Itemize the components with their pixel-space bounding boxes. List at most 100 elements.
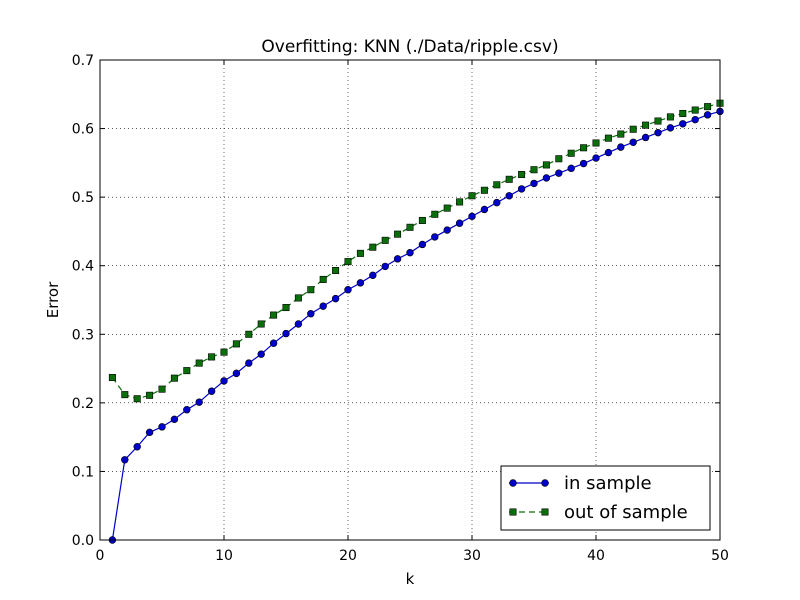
data-point xyxy=(592,154,600,162)
data-point xyxy=(617,130,625,138)
data-point xyxy=(579,159,588,168)
data-point xyxy=(294,294,302,302)
data-point xyxy=(580,144,588,152)
series-line-out-of-sample xyxy=(111,102,721,400)
y-axis-label: Error xyxy=(44,281,62,318)
data-point xyxy=(394,230,402,238)
data-point xyxy=(456,198,464,206)
data-point xyxy=(604,134,612,142)
data-point xyxy=(592,139,600,147)
data-point xyxy=(641,133,650,142)
data-point xyxy=(542,161,550,169)
data-point xyxy=(133,443,141,451)
data-point xyxy=(505,175,513,183)
axis-ticks: 0 10 20 30 40 50 0.0 0.1 0.2 0.3 0.4 0.5 0.6 0.7 xyxy=(72,53,729,564)
data-point xyxy=(158,423,166,431)
data-point xyxy=(431,233,439,241)
legend-marker xyxy=(509,479,517,487)
data-point xyxy=(418,216,426,224)
data-point xyxy=(604,148,613,157)
data-point xyxy=(480,205,489,214)
data-point xyxy=(245,330,253,338)
data-point xyxy=(517,185,526,193)
data-point xyxy=(381,262,389,271)
data-point xyxy=(679,120,687,128)
data-point xyxy=(468,212,476,221)
x-axis-label: k xyxy=(406,570,415,588)
data-point xyxy=(530,166,538,174)
data-point xyxy=(146,391,154,399)
legend-label: in sample xyxy=(564,473,652,494)
data-point xyxy=(232,340,240,348)
data-point xyxy=(170,374,178,382)
data-point xyxy=(356,249,364,257)
data-point xyxy=(468,192,476,200)
data-point xyxy=(269,339,278,347)
data-point xyxy=(183,406,191,414)
x-tick-label: 30 xyxy=(463,548,481,564)
data-point xyxy=(654,128,662,137)
data-point xyxy=(518,171,526,179)
data-point xyxy=(542,174,551,182)
data-point xyxy=(356,279,365,287)
data-point xyxy=(629,138,637,146)
data-point xyxy=(629,125,637,133)
data-point xyxy=(691,106,699,114)
data-point xyxy=(344,286,352,294)
y-tick-label: 0.7 xyxy=(72,53,94,69)
data-point xyxy=(220,377,228,385)
data-point xyxy=(493,198,501,207)
data-point xyxy=(282,304,290,312)
data-point xyxy=(530,179,538,188)
data-point xyxy=(307,286,315,294)
data-point xyxy=(307,310,315,318)
y-tick-label: 0.4 xyxy=(72,259,94,275)
data-point xyxy=(418,240,427,249)
x-tick-label: 40 xyxy=(587,548,605,564)
data-point xyxy=(617,143,625,151)
legend-marker xyxy=(541,508,549,516)
y-tick-label: 0.5 xyxy=(72,190,94,206)
data-point xyxy=(207,387,216,395)
data-point xyxy=(170,415,179,424)
legend-marker xyxy=(541,479,549,487)
y-tick-label: 0.0 xyxy=(72,533,94,549)
data-point xyxy=(121,391,129,399)
data-point xyxy=(183,367,191,375)
data-point xyxy=(257,320,265,328)
y-tick-label: 0.6 xyxy=(72,122,94,138)
data-point xyxy=(393,255,402,263)
data-point xyxy=(331,294,340,303)
data-point xyxy=(294,320,303,328)
data-point xyxy=(319,275,327,283)
data-point xyxy=(369,271,377,280)
data-point xyxy=(369,243,377,251)
data-point xyxy=(704,103,712,111)
data-point xyxy=(158,385,166,393)
data-point xyxy=(220,348,228,356)
data-point xyxy=(245,359,253,367)
data-point xyxy=(555,155,563,163)
y-tick-label: 0.3 xyxy=(72,327,94,343)
x-tick-label: 50 xyxy=(711,548,729,564)
series-markers xyxy=(108,99,724,544)
data-point xyxy=(431,210,439,218)
data-point xyxy=(406,248,414,257)
y-tick-label: 0.1 xyxy=(72,464,94,480)
data-point xyxy=(443,204,451,212)
data-point xyxy=(270,311,278,319)
legend-label: out of sample xyxy=(564,502,688,523)
legend-marker xyxy=(509,508,517,516)
data-point xyxy=(666,113,674,121)
x-tick-label: 10 xyxy=(215,548,233,564)
data-point xyxy=(654,117,662,125)
data-point xyxy=(195,398,203,406)
data-point xyxy=(121,456,129,464)
x-tick-label: 20 xyxy=(339,548,357,564)
plot-frame xyxy=(99,59,721,541)
data-point xyxy=(257,350,265,358)
data-point xyxy=(332,267,340,275)
data-point xyxy=(344,258,352,266)
data-point xyxy=(381,236,389,244)
